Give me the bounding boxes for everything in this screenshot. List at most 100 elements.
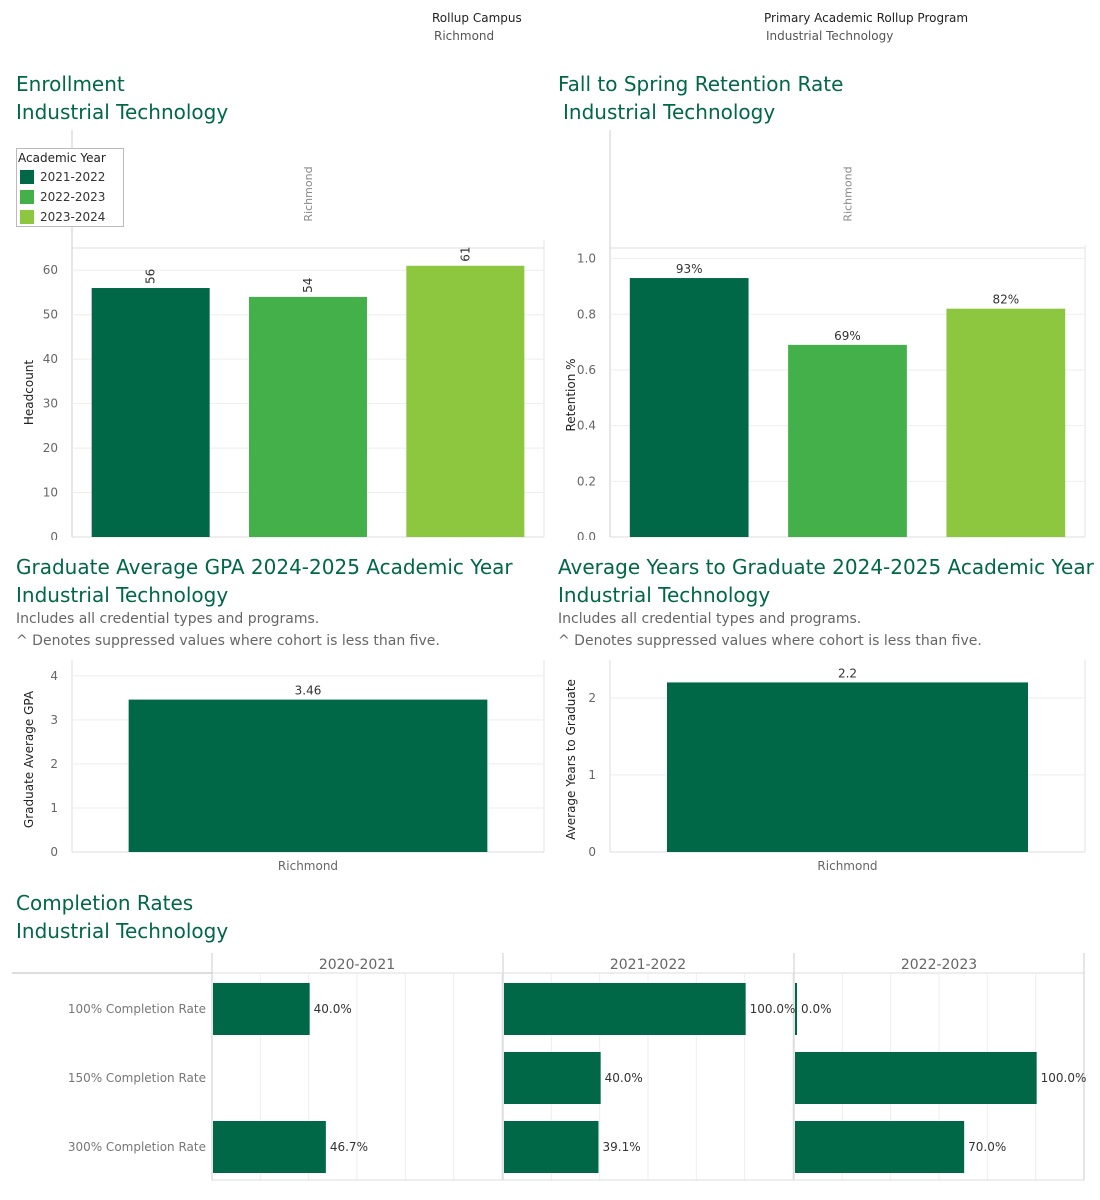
y-tick-label: 20 [43, 441, 58, 455]
bar [213, 983, 310, 1035]
bar [128, 699, 488, 852]
legend-item[interactable]: 2021-2022 [20, 169, 105, 185]
y-tick-label: 1 [588, 768, 596, 782]
y-tick-label: 0.8 [577, 307, 596, 321]
y-axis-label: Graduate Average GPA [22, 690, 36, 828]
column-header: Richmond [842, 166, 855, 221]
campus-filter-label: Rollup Campus [432, 11, 522, 25]
data-label: 54 [301, 278, 315, 293]
bar [91, 288, 210, 537]
column-header: Richmond [302, 166, 315, 221]
enrollment-subtitle: Industrial Technology [16, 100, 229, 124]
data-label: 61 [458, 247, 472, 262]
years-subtitle: Industrial Technology [558, 583, 771, 607]
retention-title: Fall to Spring Retention Rate [558, 72, 844, 96]
data-label: 70.0% [968, 1140, 1006, 1154]
academic-year-legend: Academic Year 2021-2022 2022-2023 2023-2… [16, 148, 124, 227]
y-tick-label: 0 [50, 845, 58, 859]
row-label: 300% Completion Rate [68, 1140, 206, 1154]
y-tick-label: 4 [50, 669, 58, 683]
bar [788, 344, 907, 537]
bar [504, 1121, 599, 1173]
data-label: 2.2 [838, 666, 857, 680]
data-label: 93% [676, 262, 703, 276]
y-tick-label: 0.0 [577, 530, 596, 540]
y-tick-label: 50 [43, 308, 58, 322]
y-tick-label: 2 [588, 691, 596, 705]
years-note-suppressed: ^ Denotes suppressed values where cohort… [558, 633, 982, 649]
y-tick-label: 0.6 [577, 363, 596, 377]
x-category-label: Richmond [278, 859, 338, 873]
bar [795, 1052, 1037, 1104]
bar [213, 1121, 326, 1173]
program-filter-value[interactable]: Industrial Technology [766, 29, 894, 43]
program-filter-label: Primary Academic Rollup Program [764, 11, 969, 25]
y-tick-label: 0 [50, 530, 58, 540]
bar [406, 265, 525, 537]
gpa-subtitle: Industrial Technology [16, 583, 229, 607]
data-label: 56 [144, 269, 158, 284]
data-label: 100.0% [1041, 1071, 1087, 1085]
y-axis-label: Retention % [564, 358, 578, 431]
legend-swatch [20, 190, 34, 204]
completion-title: Completion Rates [16, 891, 194, 915]
gpa-chart: 0 1 2 3 4 Graduate Average GPA 3.46 Richmond [22, 660, 545, 873]
years-chart: 0 1 2 Average Years to Graduate 2.2 Richmond [564, 660, 1086, 873]
data-label: 69% [834, 329, 861, 343]
completion-subtitle: Industrial Technology [16, 919, 229, 943]
y-tick-label: 1 [50, 801, 58, 815]
data-label: 39.1% [602, 1140, 640, 1154]
data-label: 46.7% [330, 1140, 368, 1154]
legend-item[interactable]: 2022-2023 [20, 189, 105, 205]
bar [795, 983, 797, 1035]
row-label: 100% Completion Rate [68, 1002, 206, 1016]
gpa-note-suppressed: ^ Denotes suppressed values where cohort… [16, 633, 440, 649]
bar [629, 278, 749, 537]
bar [504, 983, 746, 1035]
column-header: 2020-2021 [319, 957, 395, 973]
bar [946, 308, 1066, 537]
y-tick-label: 40 [43, 352, 58, 366]
campus-filter-value[interactable]: Richmond [434, 29, 495, 43]
legend-item[interactable]: 2023-2024 [20, 209, 105, 225]
y-tick-label: 60 [43, 263, 58, 277]
retention-chart: Richmond 0.0 0.2 0.4 0.6 0.8 1.0 Retention % 93%… [564, 130, 1086, 540]
legend-title: Academic Year [18, 151, 106, 165]
enrollment-chart: Richmond 0 10 20 30 40 50 60 Headcount 56 54 61 [22, 130, 545, 540]
data-label: 3.46 [295, 684, 322, 698]
legend-swatch [20, 170, 34, 184]
y-axis-label: Headcount [22, 360, 36, 426]
data-label: 100.0% [750, 1002, 796, 1016]
data-label: 0.0% [801, 1002, 832, 1016]
y-tick-label: 10 [43, 486, 58, 500]
column-header: 2021-2022 [610, 957, 686, 973]
y-axis-label: Average Years to Graduate [564, 679, 578, 840]
y-tick-label: 2 [50, 757, 58, 771]
bar [504, 1052, 601, 1104]
legend-label: 2021-2022 [40, 170, 106, 184]
y-tick-label: 3 [50, 713, 58, 727]
years-title: Average Years to Graduate 2024-2025 Acad… [558, 555, 1094, 579]
retention-subtitle: Industrial Technology [563, 100, 776, 124]
row-label: 150% Completion Rate [68, 1071, 206, 1085]
y-tick-label: 30 [43, 397, 58, 411]
gpa-note-credentials: Includes all credential types and progra… [16, 611, 320, 627]
data-label: 40.0% [314, 1002, 352, 1016]
data-label: 82% [992, 293, 1019, 307]
gpa-title: Graduate Average GPA 2024-2025 Academic … [16, 555, 513, 579]
y-tick-label: 0 [588, 845, 596, 859]
y-tick-label: 1.0 [577, 252, 596, 266]
data-label: 40.0% [605, 1071, 643, 1085]
legend-swatch [20, 210, 34, 224]
bar [249, 296, 367, 537]
years-note-credentials: Includes all credential types and progra… [558, 611, 862, 627]
enrollment-title: Enrollment [16, 72, 125, 96]
legend-label: 2023-2024 [40, 210, 106, 224]
x-category-label: Richmond [817, 859, 877, 873]
y-tick-label: 0.4 [577, 419, 596, 433]
y-tick-label: 0.2 [577, 474, 596, 488]
bar [795, 1121, 965, 1173]
bar [667, 682, 1028, 852]
legend-label: 2022-2023 [40, 190, 106, 204]
column-header: 2022-2023 [901, 957, 977, 973]
